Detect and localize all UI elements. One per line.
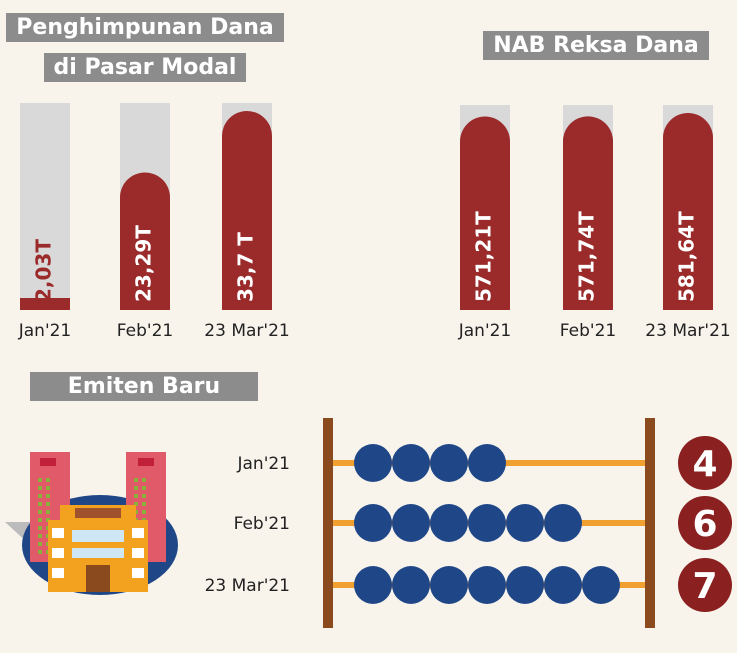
bead xyxy=(354,444,392,482)
row-label: Feb'21 xyxy=(234,514,290,534)
chart-title: NAB Reksa Dana xyxy=(470,26,722,66)
page: {"chart_data": [ {"type": "bar", "title"… xyxy=(0,0,737,653)
bead xyxy=(430,504,468,542)
bead xyxy=(354,566,392,604)
chart-title: Emiten Baru xyxy=(14,367,274,407)
title-text: NAB Reksa Dana xyxy=(483,31,709,60)
abacus-post xyxy=(323,418,333,628)
bead xyxy=(430,566,468,604)
building-illustration xyxy=(5,452,178,595)
value-label: 581,64T xyxy=(675,211,699,302)
row-label: Jan'21 xyxy=(236,454,290,474)
bead xyxy=(544,504,582,542)
bead-group xyxy=(354,504,582,542)
bead xyxy=(582,566,620,604)
bead-group xyxy=(354,566,620,604)
title-text: Penghimpunan Dana di Pasar Modal xyxy=(6,13,283,82)
value-label: 33,7 T xyxy=(234,232,258,302)
title-text: Emiten Baru xyxy=(30,372,258,401)
bead xyxy=(392,504,430,542)
abacus-post xyxy=(645,418,655,628)
bead xyxy=(506,504,544,542)
x-tick-label: Feb'21 xyxy=(560,321,616,341)
x-tick-label: Jan'21 xyxy=(18,321,72,341)
value-label: 571,21T xyxy=(472,211,496,302)
chart-title: Penghimpunan Dana di Pasar Modal xyxy=(0,8,290,88)
value-label: 571,74T xyxy=(575,211,599,302)
count-label: 7 xyxy=(692,566,717,607)
x-tick-label: 23 Mar'21 xyxy=(645,321,730,341)
bead xyxy=(506,566,544,604)
bead xyxy=(392,566,430,604)
x-tick-label: Jan'21 xyxy=(458,321,512,341)
value-label: 23,29T xyxy=(132,225,156,302)
x-tick-label: Feb'21 xyxy=(117,321,173,341)
count-label: 4 xyxy=(692,444,717,485)
bead xyxy=(468,566,506,604)
bead-group xyxy=(354,444,506,482)
bead xyxy=(468,444,506,482)
count-label: 6 xyxy=(692,504,717,545)
x-tick-label: 23 Mar'21 xyxy=(204,321,289,341)
chart: 2,03T Jan'21 23,29T Feb'21 33,7 T 23 Mar'21 57… xyxy=(0,0,737,653)
bead xyxy=(468,504,506,542)
bead xyxy=(430,444,468,482)
value-label: 2,03T xyxy=(32,239,56,302)
bead xyxy=(392,444,430,482)
row-label: 23 Mar'21 xyxy=(205,576,290,596)
bead xyxy=(544,566,582,604)
bead xyxy=(354,504,392,542)
